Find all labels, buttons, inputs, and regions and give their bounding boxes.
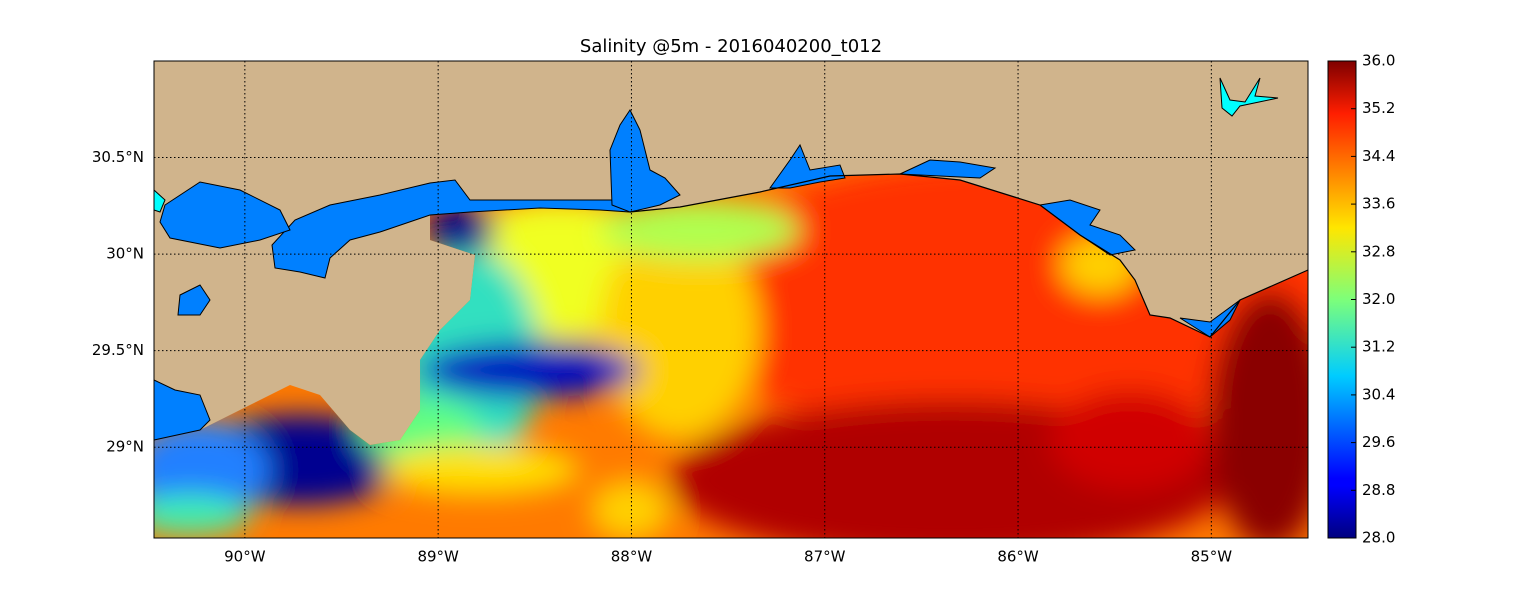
colorbar-tick-label: 28.0: [1362, 529, 1395, 547]
map-area: [153, 60, 1309, 539]
inland-water: [153, 109, 1241, 441]
x-tick-label: 90°W: [224, 548, 266, 566]
x-tick-label: 85°W: [1191, 548, 1233, 566]
map-title: Salinity @5m - 2016040200_t012: [580, 36, 882, 57]
x-tick-label: 86°W: [997, 548, 1039, 566]
colorbar-tick-label: 28.8: [1362, 481, 1395, 499]
colorbar-tick-label: 34.4: [1362, 147, 1395, 165]
y-tick-label: 30.5°N: [92, 148, 144, 166]
colorbar-tick-label: 32.0: [1362, 290, 1395, 308]
colorbar-tick-label: 33.6: [1362, 195, 1395, 213]
colorbar-tick-label: 29.6: [1362, 433, 1395, 451]
x-tick-label: 87°W: [804, 548, 846, 566]
colorbar-tick-label: 32.8: [1362, 242, 1395, 260]
colorbar-tick-label: 36.0: [1362, 52, 1395, 70]
y-tick-label: 29.5°N: [92, 341, 144, 359]
y-tick-label: 30°N: [106, 245, 144, 263]
colorbar-tick-label: 31.2: [1362, 338, 1395, 356]
coastline: [629, 173, 1309, 338]
y-tick-label: 29°N: [106, 438, 144, 456]
colorbar-tick-label: 35.2: [1362, 99, 1395, 117]
x-tick-label: 89°W: [417, 548, 459, 566]
lake: [1219, 77, 1279, 117]
colorbar-tick-label: 30.4: [1362, 385, 1395, 403]
map-frame: [153, 60, 1309, 539]
x-tick-label: 88°W: [611, 548, 653, 566]
